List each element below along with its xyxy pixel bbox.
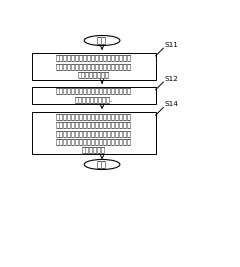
Text: S14: S14 — [164, 101, 178, 108]
Ellipse shape — [84, 159, 120, 170]
Text: 通过第一温度传感器、第二温度传感器以及
第三温度传感器适时获得所述腹膜透析仪中
透析液的温度参数: 通过第一温度传感器、第二温度传感器以及 第三温度传感器适时获得所述腹膜透析仪中 … — [56, 55, 132, 78]
Text: 开始: 开始 — [97, 36, 107, 45]
FancyBboxPatch shape — [32, 112, 156, 155]
Ellipse shape — [84, 36, 120, 45]
FancyBboxPatch shape — [32, 53, 156, 80]
FancyBboxPatch shape — [32, 87, 156, 104]
Text: S12: S12 — [164, 76, 178, 82]
Text: S11: S11 — [164, 42, 178, 48]
Text: 结束: 结束 — [97, 160, 107, 169]
Text: 根据所述腹膜透析仪所处的工作状态所对应
的监测逻辑，对所述第一温度传感器、第二
温度传感器以及第三温度传感器所获得的透
析液的温度参数进行判断，并在温度参数时
: 根据所述腹膜透析仪所处的工作状态所对应 的监测逻辑，对所述第一温度传感器、第二 … — [56, 113, 132, 153]
Text: 根据所述腹膜透析仪所处的工作状态，分别
确定对应的监测逻辑.: 根据所述腹膜透析仪所处的工作状态，分别 确定对应的监测逻辑. — [56, 88, 132, 103]
